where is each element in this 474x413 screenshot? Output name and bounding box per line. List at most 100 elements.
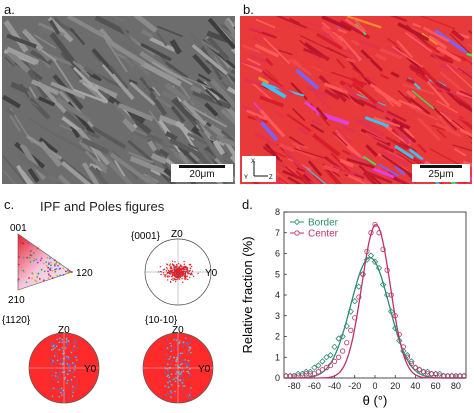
pole-dot: [173, 338, 175, 341]
sem-lath: [212, 139, 226, 156]
ebsd-grain: [398, 99, 425, 112]
ebsd-grain: [279, 161, 308, 184]
pole-dot: [67, 356, 70, 359]
ebsd-grain: [391, 45, 424, 68]
pole-dot: [175, 358, 178, 361]
pole-dot: [59, 389, 61, 391]
sem-lath: [197, 73, 212, 83]
ebsd-grain: [377, 163, 400, 178]
ebsd-grain: [403, 127, 415, 140]
pole-dot: [73, 370, 75, 373]
pole-dot: [164, 276, 166, 278]
sem-lath: [147, 140, 158, 152]
pole-dot: [169, 391, 172, 394]
ebsd-grain: [282, 169, 304, 181]
sem-lath: [190, 85, 202, 94]
ipf-dot: [46, 256, 49, 259]
pole-dot: [70, 378, 73, 381]
ebsd-grain: [259, 95, 285, 108]
pole-dot: [73, 345, 76, 348]
ebsd-grain: [399, 140, 417, 152]
ebsd-grain: [330, 152, 353, 175]
sem-lath: [21, 28, 44, 52]
ebsd-grain: [457, 100, 472, 120]
pole-dot: [171, 278, 173, 281]
ebsd-grain: [265, 69, 279, 82]
pole-dot: [171, 267, 173, 270]
ebsd-grain: [434, 29, 468, 54]
panel-a-letter: a.: [4, 2, 15, 17]
sem-lath: [144, 174, 175, 184]
ebsd-grain: [363, 75, 375, 80]
pole-dot: [174, 278, 176, 281]
pole-dot: [181, 274, 184, 277]
ebsd-grain: [241, 104, 253, 112]
pole-dot: [176, 348, 178, 351]
chart-fit-curves: [284, 224, 466, 379]
ebsd-grain: [450, 62, 463, 73]
pole-dot: [57, 381, 59, 383]
pole-dot: [175, 276, 178, 278]
pole-dot: [190, 272, 193, 275]
pole-dot: [59, 362, 62, 365]
sem-lath: [138, 76, 168, 116]
pole-0001-right: Y0: [205, 268, 218, 279]
pole-dot: [187, 359, 190, 362]
pole-dot: [160, 271, 162, 273]
pole-dot: [167, 371, 170, 373]
chart-x-axis-label: θ (°): [363, 393, 388, 408]
sem-lath: [133, 16, 158, 33]
ebsd-grain: [397, 90, 412, 104]
sem-lath: [48, 53, 75, 67]
ebsd-grain: [429, 148, 463, 167]
ebsd-grain: [324, 168, 351, 184]
sem-lath: [151, 61, 193, 86]
pole-dot: [71, 395, 74, 397]
data-point-center: [315, 369, 321, 375]
axes-inset: X Y Z: [242, 156, 276, 182]
pole-dot: [179, 375, 182, 378]
pole-dot: [186, 363, 189, 365]
pole-dot: [177, 385, 180, 387]
sem-lath: [72, 60, 91, 78]
sem-texture: [2, 16, 235, 184]
ebsd-grain: [276, 16, 309, 30]
pole-dot: [169, 380, 171, 383]
sem-lath: [207, 17, 235, 50]
ipf-dot: [17, 278, 20, 281]
pole-dot: [186, 366, 188, 368]
sem-lath: [170, 105, 186, 123]
data-point-center: [433, 371, 439, 377]
data-point-center: [420, 369, 427, 375]
ebsd-grain: [303, 165, 332, 184]
pole-dot: [72, 391, 74, 394]
sem-lath: [148, 110, 166, 134]
pole-dot: [179, 363, 182, 366]
pole-dot: [56, 378, 59, 380]
sem-lath: [49, 19, 61, 36]
data-point-border: [400, 347, 407, 355]
sem-lath: [21, 170, 48, 184]
pole-dot: [191, 270, 194, 272]
data-point-center: [380, 246, 386, 252]
pole-dot: [61, 360, 64, 362]
sem-lath: [57, 174, 94, 184]
sem-lath: [69, 125, 81, 139]
pole-dot: [51, 362, 54, 364]
ebsd-grain: [436, 128, 447, 139]
pole-dot: [61, 341, 64, 344]
sem-lath: [81, 137, 110, 155]
pole-dot: [56, 359, 59, 362]
pole-dot: [50, 358, 52, 360]
pole-dot: [184, 276, 187, 279]
ipf-dot: [29, 254, 32, 256]
ebsd-grain: [375, 105, 388, 113]
pole-dot: [68, 364, 71, 367]
pole-dot: [182, 385, 184, 387]
panel-c-letter: c.: [4, 197, 15, 212]
ebsd-grain: [462, 160, 472, 176]
sem-lath: [169, 39, 182, 55]
pole-dot: [187, 352, 189, 355]
sem-lath: [165, 61, 189, 80]
sem-lath: [61, 160, 97, 184]
